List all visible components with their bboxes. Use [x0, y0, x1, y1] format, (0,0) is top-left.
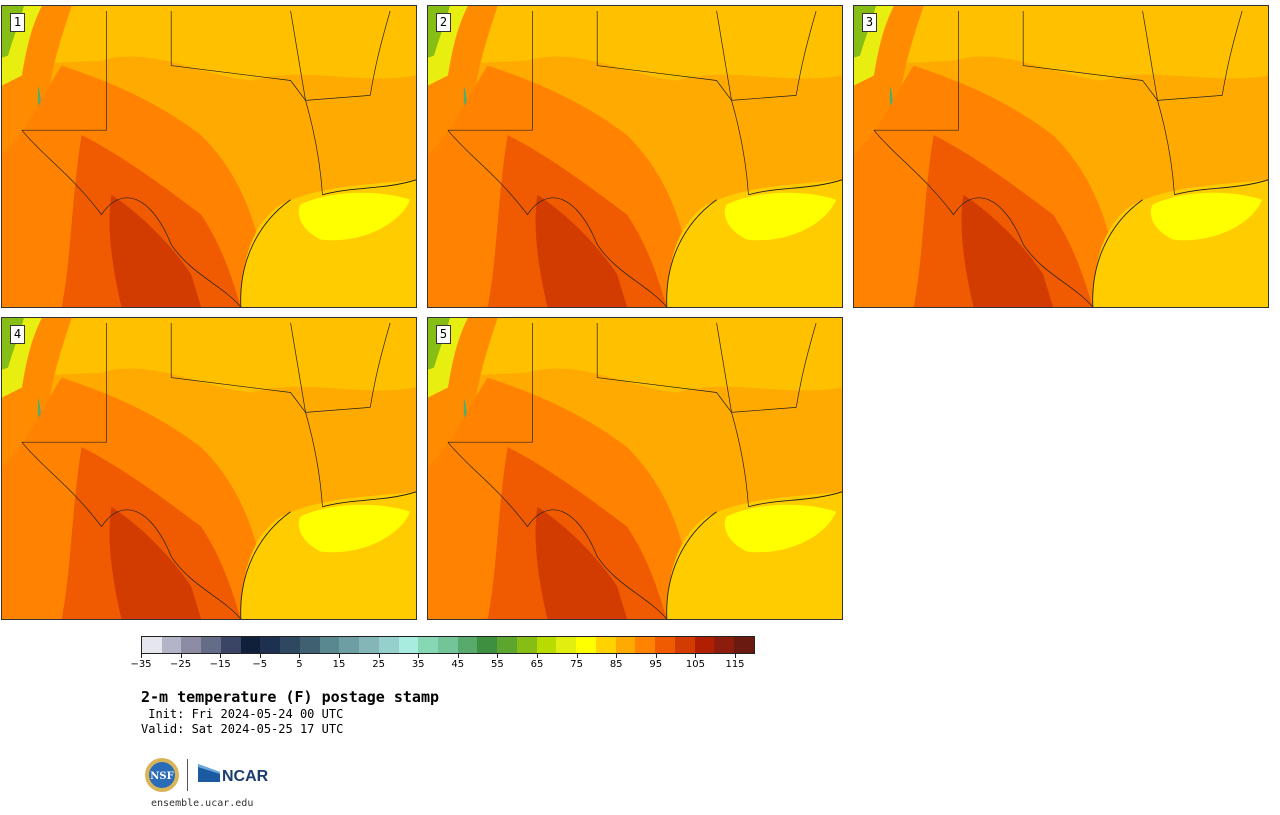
- colorbar-swatch: [674, 637, 695, 653]
- colorbar-tick-label: 5: [296, 659, 303, 670]
- temperature-map: [428, 6, 842, 307]
- member-panel-1: 1: [1, 5, 417, 308]
- colorbar-tick-label: 55: [491, 659, 504, 670]
- colorbar-swatch: [655, 637, 675, 653]
- temperature-map: [2, 6, 416, 307]
- colorbar-tick-label: 35: [411, 659, 425, 670]
- colorbar-swatch: [359, 637, 379, 653]
- colorbar-tick-label: −5: [252, 659, 268, 670]
- colorbar-tick: [220, 654, 222, 658]
- colorbar-swatch: [497, 637, 517, 653]
- colorbar-swatch: [438, 637, 458, 653]
- colorbar-tick: [537, 654, 538, 658]
- ncar-logo-text: NCAR: [222, 768, 269, 784]
- colorbar-swatch: [576, 637, 596, 653]
- colorbar-tick-label: 15: [332, 659, 346, 670]
- colorbar-tick: [141, 654, 142, 658]
- colorbar-swatch: [734, 637, 754, 653]
- temperature-map: [428, 318, 842, 619]
- colorbar-tick-label: 75: [570, 659, 583, 670]
- colorbar-tick: [259, 654, 261, 658]
- colorbar-tick-label: 65: [530, 659, 544, 670]
- colorbar-swatch: [635, 637, 656, 653]
- colorbar-swatch: [694, 637, 715, 653]
- colorbar-swatch: [181, 637, 202, 653]
- colorbar-tick: [339, 654, 340, 658]
- colorbar-swatch: [556, 637, 577, 653]
- colorbar-tick-label: 115: [725, 659, 745, 670]
- colorbar-ticks: −35 −25 −15 −5 5 15 25 35 45 55 65 75 85 95 105 115: [130, 654, 761, 674]
- colorbar-tick-label: −35: [130, 659, 152, 670]
- colorbar-tick: [378, 654, 380, 658]
- colorbar-tick: [299, 654, 301, 658]
- colorbar: [141, 636, 755, 654]
- member-label: 4: [10, 325, 25, 344]
- colorbar-swatch: [339, 637, 360, 653]
- colorbar-tick: [576, 654, 578, 658]
- temperature-map: [2, 318, 416, 619]
- colorbar-tick-label: 85: [609, 659, 623, 670]
- colorbar-swatch: [516, 637, 537, 653]
- logo-divider: [187, 759, 188, 791]
- colorbar-swatch: [142, 637, 162, 653]
- colorbar-tick: [497, 654, 499, 658]
- website-link[interactable]: ensemble.ucar.edu: [151, 798, 254, 809]
- colorbar-swatch: [536, 637, 557, 653]
- member-panel-4: 4: [1, 317, 417, 620]
- colorbar-tick-label: −15: [209, 659, 231, 670]
- colorbar-tick: [457, 654, 459, 658]
- colorbar-swatch: [398, 637, 419, 653]
- member-label: 3: [862, 13, 877, 32]
- member-label: 5: [436, 325, 451, 344]
- colorbar-tick-label: 105: [685, 659, 705, 670]
- colorbar-swatch: [161, 637, 182, 653]
- member-label: 1: [10, 13, 25, 32]
- colorbar-tick: [735, 654, 736, 658]
- member-panel-5: 5: [427, 317, 843, 620]
- colorbar-tick: [655, 654, 657, 658]
- valid-time: Valid: Sat 2024-05-25 17 UTC: [141, 722, 344, 736]
- colorbar-swatch: [260, 637, 281, 653]
- colorbar-swatch: [714, 637, 735, 653]
- colorbar-swatch: [477, 637, 498, 653]
- colorbar-swatch: [280, 637, 300, 653]
- ncar-logo-icon: NCAR: [198, 764, 269, 784]
- colorbar-swatch: [595, 637, 616, 653]
- temperature-map: [854, 6, 1268, 307]
- colorbar-swatch: [615, 637, 636, 653]
- colorbar-tick: [695, 654, 697, 658]
- chart-title: 2-m temperature (F) postage stamp: [141, 688, 440, 706]
- member-label: 2: [436, 13, 451, 32]
- colorbar-tick: [418, 654, 420, 658]
- member-panel-3: 3: [853, 5, 1269, 308]
- colorbar-swatch: [220, 637, 241, 653]
- init-time: Init: Fri 2024-05-24 00 UTC: [141, 707, 344, 721]
- colorbar-tick: [616, 654, 618, 658]
- colorbar-tick: [180, 654, 182, 658]
- member-panel-2: 2: [427, 5, 843, 308]
- colorbar-swatch: [201, 637, 221, 653]
- colorbar-swatch: [457, 637, 478, 653]
- colorbar-swatch: [378, 637, 399, 653]
- nsf-logo-text: NSF: [150, 771, 173, 782]
- colorbar-tick-label: −25: [170, 659, 192, 670]
- nsf-logo-icon: NSF: [145, 758, 179, 792]
- colorbar-swatch: [418, 637, 439, 653]
- colorbar-tick-label: 45: [451, 659, 465, 670]
- colorbar-tick-label: 25: [372, 659, 385, 670]
- colorbar-tick-label: 95: [649, 659, 663, 670]
- colorbar-swatch: [240, 637, 261, 653]
- colorbar-swatch: [299, 637, 320, 653]
- colorbar-swatch: [319, 637, 340, 653]
